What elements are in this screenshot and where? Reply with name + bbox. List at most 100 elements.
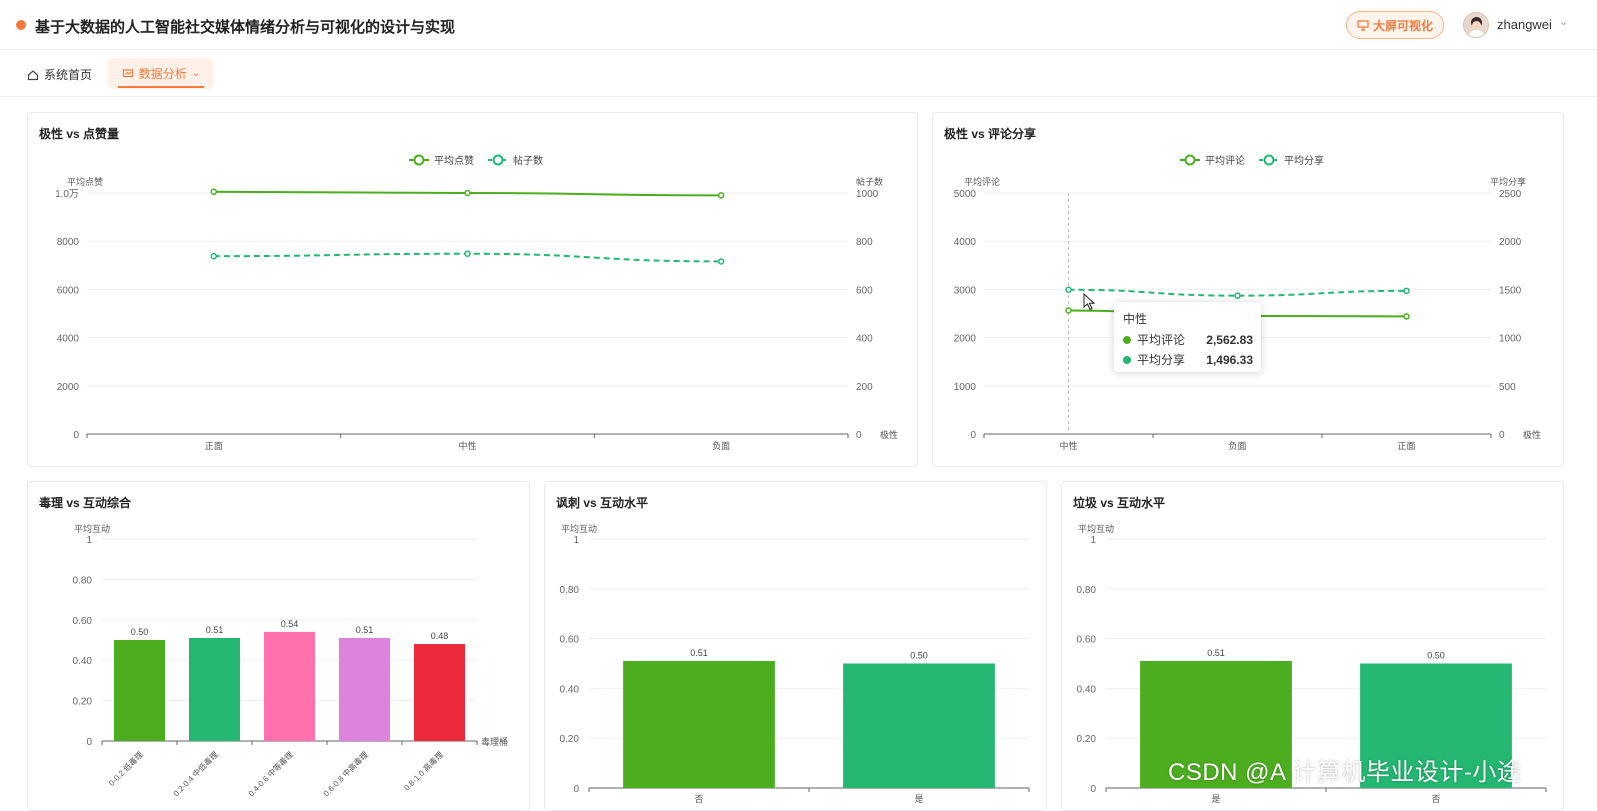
avatar[interactable] [1463, 12, 1489, 38]
chart-tooltip: 中性 平均评论 2,562.83 平均分享 1,496.33 [1114, 302, 1261, 372]
y-tick-label: 0 [86, 737, 92, 748]
bar [1140, 661, 1292, 788]
active-tab-indicator [118, 86, 204, 88]
legend-label: 平均分享 [1284, 154, 1324, 167]
data-point [1403, 287, 1410, 295]
chart-card-toxicity: 毒理 vs 互动综合 0 0.20 0.40 0.60 0.80 1 平均互动 毒理桶 0.50… [27, 481, 530, 811]
y2-axis-label: 平均分享 [1490, 176, 1526, 187]
x-tick-label: 是 [1211, 794, 1220, 804]
y2-tick-label: 200 [856, 382, 873, 393]
y-tick-label: 1 [1090, 535, 1096, 546]
y2-tick-label: 500 [1499, 382, 1516, 393]
y-tick-label: 0.80 [1077, 585, 1097, 596]
brand-dot-icon [16, 20, 26, 30]
data-point [717, 258, 725, 265]
legend-dot-icon [1123, 355, 1131, 364]
tooltip-series-value: 1,496.33 [1206, 352, 1253, 367]
bigscreen-label: 大屏可视化 [1372, 18, 1433, 33]
x-axis-label: 毒理桶 [481, 736, 508, 747]
legend-label: 平均点赞 [434, 154, 474, 167]
legend-marker-icon [413, 154, 425, 166]
tooltip-row: 平均评论 2,562.83 [1123, 331, 1253, 348]
bar [623, 661, 775, 788]
x-tick-label: 否 [1431, 794, 1440, 804]
y2-tick-label: 1000 [1499, 334, 1522, 345]
username[interactable]: zhangwei [1497, 17, 1552, 32]
polarity-likes-chart[interactable]: 0 0 2000 200 4000 400 6000 600 8000 800 1.0万 1000 平均… [28, 113, 917, 466]
y-tick-label: 0.20 [1077, 734, 1097, 745]
data-point [1403, 313, 1410, 320]
x-tick-label: 负面 [1228, 440, 1246, 451]
mouse-cursor-icon [1083, 293, 1095, 311]
top-header: 基于大数据的人工智能社交媒体情绪分析与可视化的设计与实现 大屏可视化 zhang… [0, 0, 1597, 50]
data-point [464, 250, 471, 257]
y-tick-label: 0.40 [73, 656, 93, 667]
bar-value-label: 0.54 [281, 619, 299, 629]
y-tick-label: 0.60 [73, 616, 93, 627]
y-tick-label: 0 [1090, 784, 1096, 795]
y2-axis-label: 帖子数 [856, 176, 883, 187]
card-title: 极性 vs 评论分享 [944, 127, 1037, 141]
y-tick-label: 1000 [954, 382, 977, 393]
y-tick-label: 1 [573, 535, 579, 546]
nav-item-home[interactable]: 系统首页 [27, 66, 92, 83]
polarity-comments-chart[interactable]: 0 0 1000 500 2000 1000 3000 1500 4000 2000 5000 250… [933, 113, 1563, 466]
bigscreen-button[interactable]: 大屏可视化 [1346, 11, 1444, 39]
y-tick-label: 6000 [57, 285, 80, 296]
y-tick-label: 0.60 [560, 635, 580, 646]
y-tick-label: 1.0万 [55, 189, 79, 200]
bar [414, 644, 465, 741]
y-tick-label: 2000 [954, 334, 977, 345]
y-tick-label: 0.80 [560, 585, 580, 596]
bar-value-label: 0.50 [910, 651, 928, 661]
y-axis-label: 平均点赞 [67, 176, 103, 187]
y2-tick-label: 800 [856, 237, 873, 248]
y2-tick-label: 0 [1499, 430, 1505, 441]
x-tick-label: 0.6-0.8 中高毒理 [321, 749, 370, 798]
legend-marker-icon [1184, 154, 1196, 166]
chevron-down-icon[interactable]: ⌄ [1559, 16, 1569, 28]
data-point [1065, 286, 1072, 294]
tooltip-series-value: 2,562.83 [1206, 332, 1253, 347]
x-axis-label: 极性 [880, 429, 898, 440]
data-point [1065, 307, 1072, 314]
bar [843, 663, 995, 788]
x-tick-label: 负面 [712, 440, 730, 451]
y-tick-label: 0 [970, 430, 976, 441]
home-icon [27, 69, 39, 80]
x-tick-label: 0.8-1.0 高毒理 [402, 749, 445, 792]
y-tick-label: 5000 [954, 189, 977, 200]
y2-tick-label: 0 [856, 430, 862, 441]
bar [189, 637, 240, 741]
chart-card-polarity-comments: 极性 vs 评论分享 0 0 1000 500 2000 1000 3000 1500 4000… [932, 112, 1564, 467]
legend-marker-icon [492, 154, 504, 166]
data-point [210, 252, 218, 260]
bar-value-label: 0.51 [206, 625, 224, 635]
x-tick-label: 正面 [205, 441, 223, 451]
y-tick-label: 3000 [954, 285, 977, 296]
y-tick-label: 4000 [954, 237, 977, 248]
y2-tick-label: 2000 [1499, 237, 1522, 248]
bar-value-label: 0.50 [131, 627, 149, 637]
y2-tick-label: 1500 [1499, 285, 1522, 296]
chevron-down-icon: ⌄ [191, 68, 201, 79]
tooltip-series-name: 平均评论 [1137, 333, 1186, 347]
nav-item-analysis[interactable]: 数据分析 ⌄ [108, 58, 214, 89]
x-tick-label: 0.4-0.6 中等毒理 [246, 749, 295, 798]
y2-tick-label: 2500 [1499, 189, 1522, 200]
monitor-icon [1357, 20, 1369, 31]
y-tick-label: 0.40 [1077, 684, 1097, 695]
x-tick-label: 否 [694, 794, 703, 804]
y2-tick-label: 1000 [856, 189, 879, 200]
y-tick-label: 0 [573, 784, 579, 795]
tooltip-series-name: 平均分享 [1137, 353, 1186, 367]
tooltip-title: 中性 [1123, 312, 1148, 326]
y-tick-label: 0 [73, 430, 79, 441]
x-tick-label: 正面 [1397, 441, 1415, 451]
legend-marker-icon [1263, 154, 1275, 166]
card-title: 极性 vs 点赞量 [39, 127, 120, 141]
x-tick-label: 中性 [458, 440, 476, 451]
bar [1360, 663, 1512, 788]
